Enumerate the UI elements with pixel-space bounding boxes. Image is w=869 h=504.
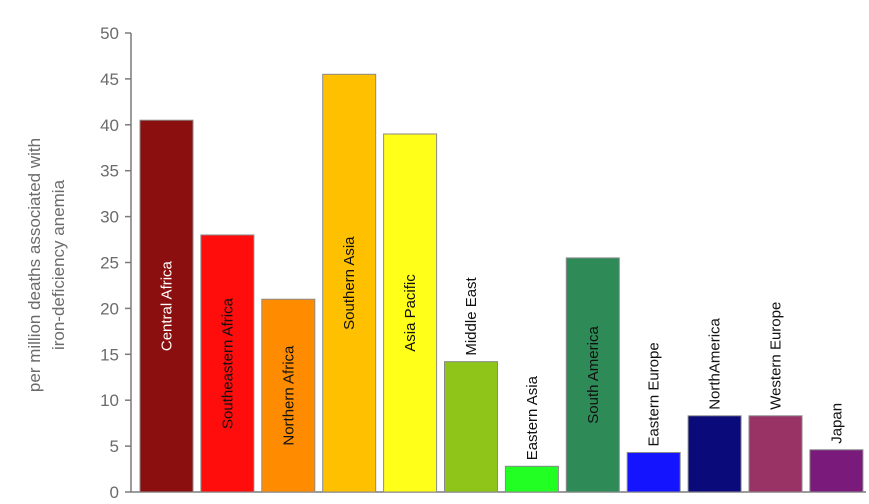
y-tick-label: 45 bbox=[100, 70, 119, 89]
bar-category-label: NorthAmerica bbox=[707, 317, 724, 409]
bar-category-label: Western Europe bbox=[768, 302, 785, 410]
bar-category-label: Southeastern Africa bbox=[219, 297, 236, 429]
bar bbox=[626, 452, 681, 493]
y-axis-label-line: per million deaths associated with bbox=[25, 138, 44, 392]
y-tick-label: 35 bbox=[100, 162, 119, 181]
y-tick-label: 25 bbox=[100, 254, 119, 273]
bar bbox=[504, 465, 559, 493]
bar bbox=[322, 73, 377, 493]
bar-category-label: Northern Africa bbox=[280, 345, 297, 446]
y-tick-label: 20 bbox=[100, 299, 119, 318]
bar bbox=[444, 361, 498, 493]
y-tick-label: 40 bbox=[100, 116, 119, 135]
bar-category-label: Asia Pacific bbox=[402, 274, 419, 352]
y-tick-label: 15 bbox=[100, 345, 119, 364]
bar bbox=[139, 119, 194, 493]
y-tick-label: 5 bbox=[110, 437, 119, 456]
bar bbox=[687, 415, 742, 493]
bar bbox=[809, 449, 864, 493]
bars bbox=[139, 73, 864, 493]
bar bbox=[383, 133, 438, 493]
bar bbox=[200, 234, 255, 493]
bar-category-label: Central Africa bbox=[159, 260, 176, 351]
bar-category-label: Middle East bbox=[463, 276, 480, 355]
y-axis-label-line: iron-deficiency anemia bbox=[49, 179, 68, 350]
bar-category-label: South America bbox=[585, 326, 602, 424]
bar bbox=[748, 415, 803, 493]
y-tick-label: 10 bbox=[100, 391, 119, 410]
bar-labels: Central Africa Southeastern Africa Norther… bbox=[159, 236, 846, 460]
y-tick-label: 50 bbox=[100, 24, 119, 43]
bar-category-label: Japan bbox=[828, 403, 845, 444]
bar bbox=[261, 298, 316, 493]
y-tick-label: 0 bbox=[110, 483, 119, 502]
y-tick-label: 30 bbox=[100, 208, 119, 227]
bar-category-label: Eastern Asia bbox=[524, 375, 541, 460]
bar-category-label: Southern Asia bbox=[341, 236, 358, 330]
y-axis-label: per million deaths associated with iron-d… bbox=[25, 138, 68, 392]
bar bbox=[565, 257, 620, 493]
bar-category-label: Eastern Europe bbox=[646, 342, 663, 446]
